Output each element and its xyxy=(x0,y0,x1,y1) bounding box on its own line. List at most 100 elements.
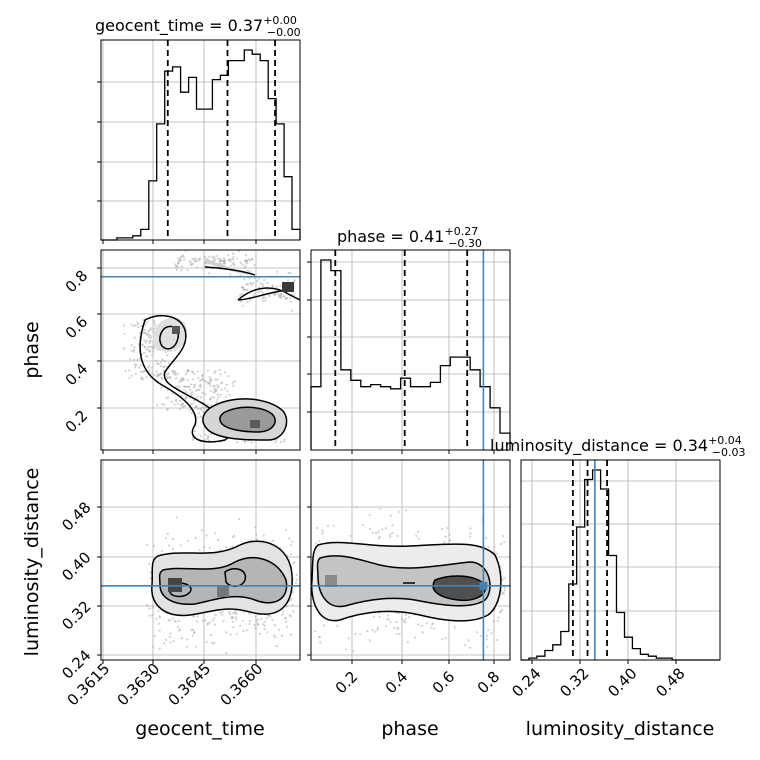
sample-point xyxy=(234,616,237,619)
sample-point xyxy=(194,645,197,648)
sample-point xyxy=(190,383,193,386)
sample-point xyxy=(210,633,213,637)
sample-point xyxy=(289,544,292,547)
contour-level-2 xyxy=(316,555,491,608)
sample-point xyxy=(502,592,506,595)
sample-point xyxy=(213,642,216,645)
sample-point xyxy=(389,514,392,517)
sample-point xyxy=(256,622,259,625)
sample-point xyxy=(215,401,218,404)
sample-point xyxy=(279,284,282,287)
sample-point xyxy=(176,265,179,268)
sample-point xyxy=(166,354,169,357)
sample-point xyxy=(194,536,197,540)
sample-point xyxy=(155,617,158,620)
sample-point xyxy=(266,288,269,291)
contour-level-3 xyxy=(432,575,487,602)
sample-point xyxy=(180,380,184,383)
sample-point xyxy=(249,270,252,273)
sample-point xyxy=(278,628,281,631)
sample-point xyxy=(200,378,203,381)
sample-point xyxy=(181,404,184,407)
sample-point xyxy=(487,629,490,632)
sample-point xyxy=(158,647,161,650)
sample-point xyxy=(179,259,183,262)
sample-point xyxy=(214,259,217,262)
sample-point xyxy=(196,370,199,373)
sample-point xyxy=(189,388,192,391)
sample-point xyxy=(248,619,251,623)
sample-point xyxy=(148,364,151,367)
density-distance-vs-phase xyxy=(311,506,506,653)
grid-geocent-time-histogram xyxy=(101,40,300,240)
sample-point xyxy=(213,390,216,393)
sample-point xyxy=(433,627,436,630)
x-tick-label-geocent-time: 0.3645 xyxy=(165,660,215,710)
sample-point xyxy=(197,407,200,411)
sample-point xyxy=(160,550,163,553)
sample-point xyxy=(221,259,224,262)
x-axis-label-phase: phase xyxy=(381,718,438,740)
sample-point xyxy=(201,619,205,623)
sample-point xyxy=(378,615,381,619)
sample-point xyxy=(181,254,185,257)
sample-point xyxy=(206,623,209,626)
contour-level-1 xyxy=(204,266,256,276)
sample-point xyxy=(181,402,185,405)
sample-point xyxy=(220,259,223,262)
sample-point xyxy=(487,545,490,548)
sample-point xyxy=(206,622,209,625)
sample-point xyxy=(241,286,244,289)
sample-point xyxy=(214,370,217,373)
sample-point xyxy=(175,398,178,401)
sample-point xyxy=(236,257,239,260)
sample-point xyxy=(275,438,279,441)
sample-point xyxy=(174,263,177,266)
sample-point xyxy=(262,296,265,299)
sample-point xyxy=(295,578,298,581)
sample-point xyxy=(148,340,151,343)
sample-point xyxy=(293,561,296,564)
sample-point xyxy=(389,535,392,539)
sample-point xyxy=(185,385,188,388)
sample-point xyxy=(159,373,162,376)
ticks-geocent-time-histogram xyxy=(97,81,257,244)
sample-point xyxy=(217,538,220,542)
sample-point xyxy=(256,538,259,541)
sample-point xyxy=(175,399,178,402)
sample-point xyxy=(219,549,222,552)
sample-point xyxy=(165,397,168,400)
sample-point xyxy=(199,396,202,399)
sample-point xyxy=(193,631,196,635)
sample-point xyxy=(164,537,167,540)
sample-point xyxy=(232,263,235,266)
sample-point xyxy=(253,264,256,267)
density-distance-vs-geocent-time xyxy=(146,516,298,655)
sample-point xyxy=(453,626,456,629)
sample-point xyxy=(499,610,502,613)
sample-point xyxy=(148,342,151,345)
sample-point xyxy=(285,605,288,608)
sample-point xyxy=(137,322,140,326)
sample-point xyxy=(321,532,324,535)
sample-point xyxy=(274,292,277,295)
sample-point xyxy=(444,535,447,538)
sample-point xyxy=(242,288,246,291)
sample-point xyxy=(384,625,388,628)
sample-point xyxy=(278,293,281,296)
sample-point xyxy=(201,406,204,409)
sample-point xyxy=(191,391,194,394)
sample-point xyxy=(130,343,133,347)
sample-point xyxy=(186,638,189,641)
sample-point xyxy=(132,350,136,353)
density-bin xyxy=(250,420,260,428)
sample-point xyxy=(347,637,350,640)
sample-point xyxy=(138,357,141,360)
sample-point xyxy=(246,301,249,304)
sample-point xyxy=(223,371,226,374)
sample-point xyxy=(182,377,186,381)
sample-point xyxy=(180,637,183,640)
sample-point xyxy=(264,297,267,300)
sample-point xyxy=(162,365,165,369)
sample-point xyxy=(493,551,496,554)
